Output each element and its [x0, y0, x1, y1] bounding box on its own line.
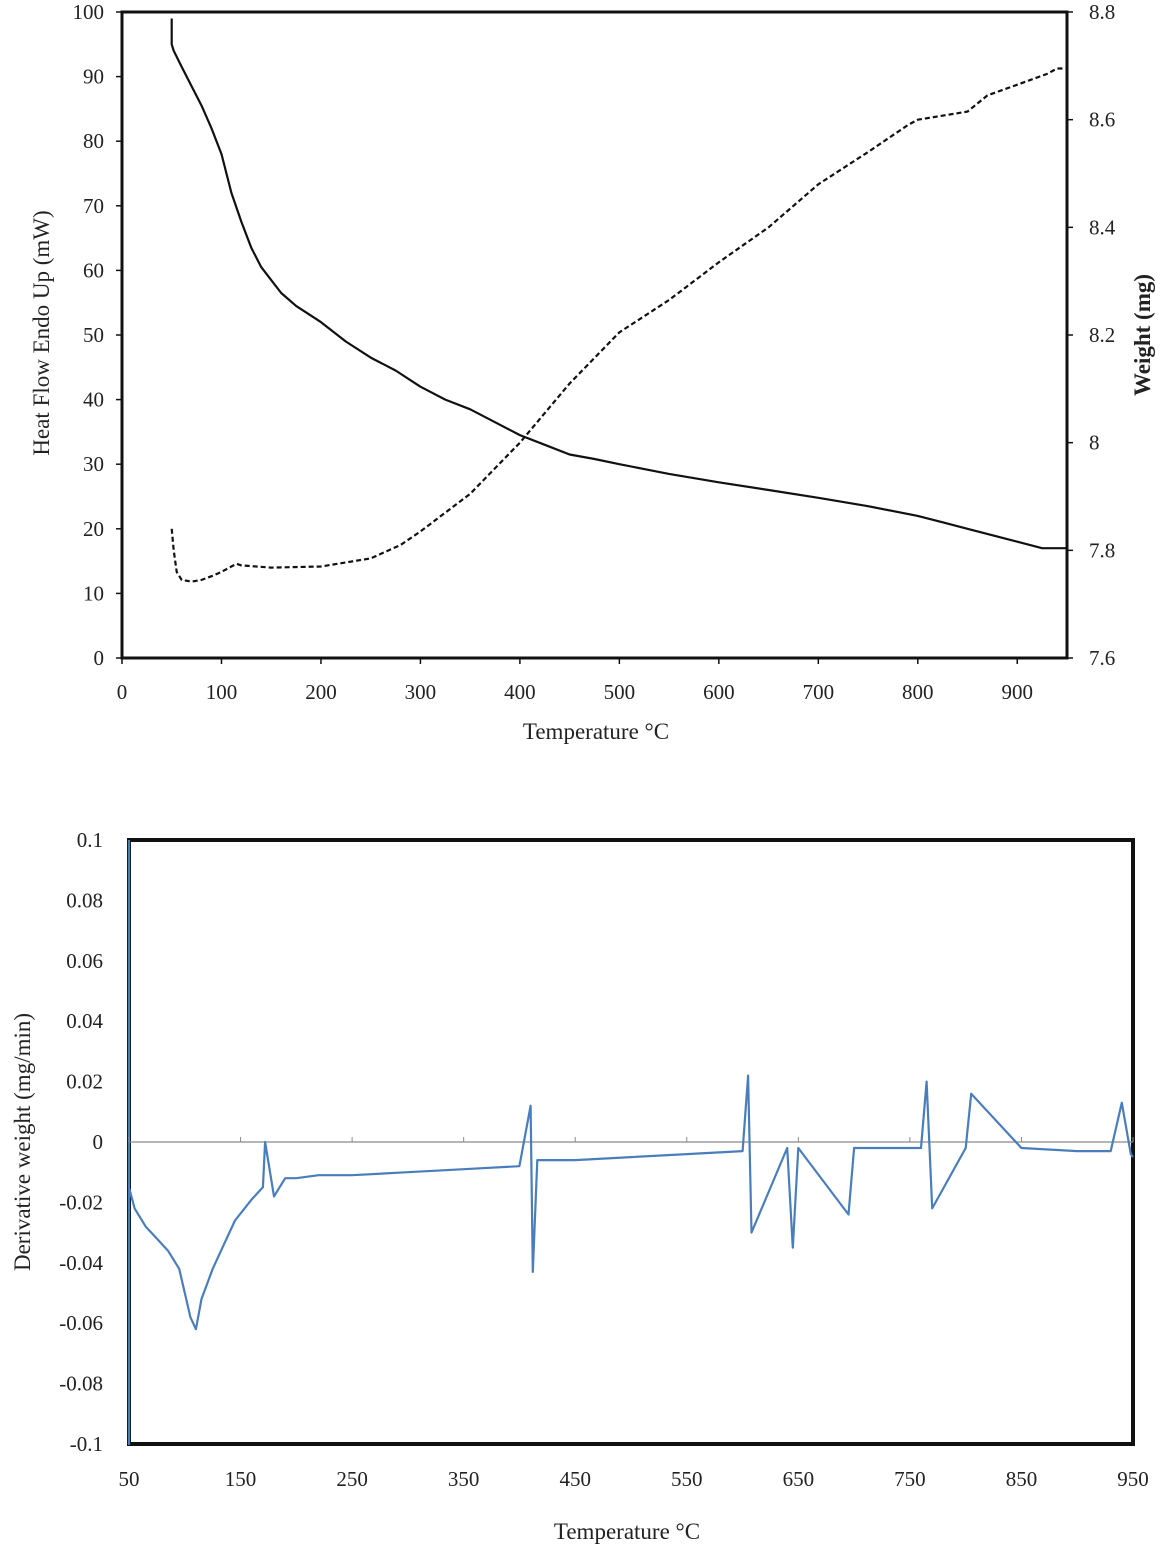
y-axis-ticks: -0.1 -0.08 -0.06 -0.04 -0.02 0 0.02 0.04 0.06 0.0… [59, 828, 103, 1456]
x-tick-label: 600 [703, 680, 735, 704]
y-tick-label: 10 [83, 581, 104, 605]
bottom-chart: 50 150 250 350 450 550 650 750 850 950 -0.1-0.08-… [10, 828, 1149, 1544]
plot-area-frame [120, 10, 1069, 660]
y-axis-ticks: 0 10 20 30 40 50 60 70 80 90 100 [73, 0, 122, 670]
series-group [127, 840, 1134, 1446]
y-tick-label: 0.02 [66, 1070, 103, 1094]
x-tick-label: 850 [1006, 1467, 1038, 1491]
top-chart: 0 100 200 300 400 500 600 700 800 900 0 10 20 30 40 50… [29, 0, 1155, 744]
y2-axis-ticks: 7.6 7.8 8 8.2 8.4 8.6 8.8 [1067, 0, 1116, 670]
x-tick-label: 300 [405, 680, 437, 704]
x-tick-label: 800 [902, 680, 934, 704]
y-tick-label: 60 [83, 258, 104, 282]
y-tick-label: 20 [83, 517, 104, 541]
y-tick-label: 100 [73, 0, 105, 24]
x-tick-label: 50 [119, 1467, 140, 1491]
x-tick-label: 700 [803, 680, 835, 704]
x-tick-label: 0 [117, 680, 128, 704]
x-tick-label: 450 [559, 1467, 591, 1491]
y-tick-label: -0.06 [59, 1311, 103, 1335]
y-axis-label: Derivative weight (mg/min) [10, 1013, 35, 1271]
y-tick-label: 0.04 [66, 1009, 103, 1033]
series-group [170, 18, 1067, 583]
y-tick-label: 50 [83, 323, 104, 347]
x-axis-label: Temperature °C [523, 719, 669, 744]
heat-flow-series-line [170, 18, 1067, 550]
x-tick-label: 250 [336, 1467, 368, 1491]
y-tick-label: -0.1 [70, 1432, 103, 1456]
y2-tick-label: 8.8 [1089, 0, 1115, 24]
x-axis-ticks: 0 100 200 300 400 500 600 700 800 900 [117, 658, 1033, 704]
y-tick-label: 90 [83, 65, 104, 89]
x-tick-label: 900 [1002, 680, 1034, 704]
y-tick-label: 70 [83, 194, 104, 218]
y2-tick-label: 8.4 [1089, 215, 1116, 239]
y2-tick-label: 8.6 [1089, 108, 1115, 132]
y-axis-label: Heat Flow Endo Up (mW) [29, 210, 54, 455]
x-tick-label: 950 [1117, 1467, 1149, 1491]
x-axis-label: Temperature °C [554, 1519, 700, 1544]
x-axis-ticks: 50 150 250 350 450 550 650 750 850 950 [119, 1137, 1149, 1491]
y2-tick-label: 7.6 [1089, 646, 1115, 670]
y-tick-label: -0.08 [59, 1372, 103, 1396]
y-tick-label: -0.04 [59, 1251, 103, 1275]
y2-axis-label: Weight (mg) [1130, 274, 1155, 396]
x-tick-label: 400 [504, 680, 536, 704]
y-tick-label: 0.1 [77, 828, 103, 852]
y2-tick-label: 8.2 [1089, 323, 1115, 347]
y-tick-label: 80 [83, 129, 104, 153]
x-tick-label: 150 [225, 1467, 257, 1491]
y2-tick-label: 7.8 [1089, 538, 1115, 562]
y-tick-label: 0 [94, 646, 105, 670]
derivative-weight-series-line [127, 840, 1134, 1446]
x-tick-label: 550 [671, 1467, 703, 1491]
y2-tick-label: 8 [1089, 431, 1100, 455]
weight-series-line [170, 67, 1067, 583]
x-tick-label: 100 [206, 680, 238, 704]
x-tick-label: 750 [894, 1467, 926, 1491]
y-tick-label: 0.06 [66, 949, 103, 973]
y-tick-label: 0 [93, 1130, 104, 1154]
y-tick-label: 0.08 [66, 888, 103, 912]
x-tick-label: 350 [448, 1467, 480, 1491]
x-tick-label: 650 [783, 1467, 815, 1491]
x-tick-label: 500 [604, 680, 636, 704]
y-tick-label: 30 [83, 452, 104, 476]
x-tick-label: 200 [305, 680, 337, 704]
y-tick-label: 40 [83, 388, 104, 412]
y-tick-label: -0.02 [59, 1190, 103, 1214]
